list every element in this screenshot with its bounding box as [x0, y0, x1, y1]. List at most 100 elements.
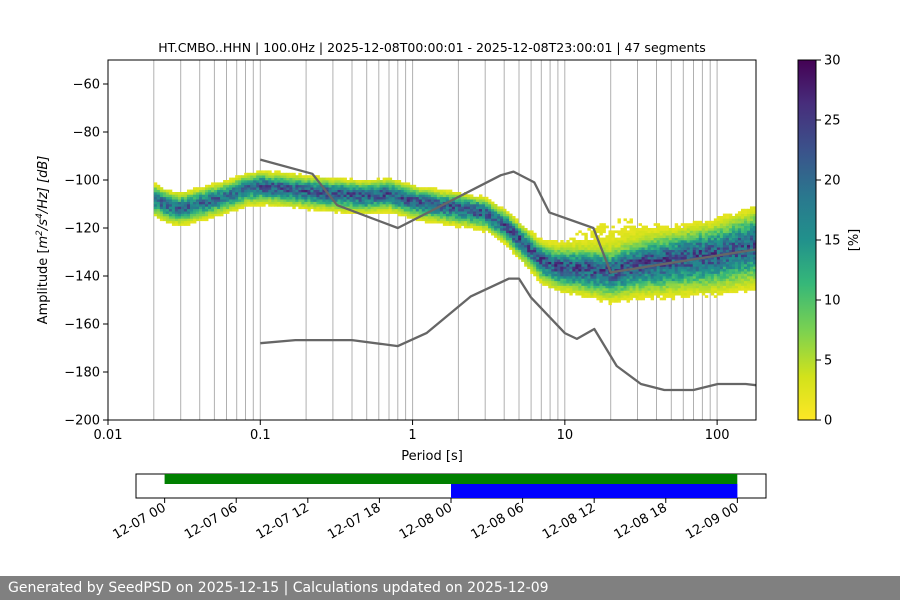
- heatmap-cell: [560, 276, 564, 279]
- heatmap-cell: [587, 249, 591, 253]
- heatmap-cell: [301, 182, 305, 186]
- heatmap-cell: [331, 196, 335, 200]
- heatmap-cell: [611, 295, 615, 298]
- heatmap-cell: [650, 254, 655, 258]
- heatmap-cell: [451, 194, 456, 198]
- heatmap-cell: [497, 216, 501, 219]
- heatmap-cell: [301, 175, 305, 178]
- heatmap-cell: [686, 290, 691, 294]
- heatmap-cell: [424, 189, 429, 193]
- heatmap-cell: [485, 201, 489, 205]
- y-tick-label: −80: [73, 126, 100, 141]
- heatmap-cell: [298, 194, 302, 198]
- heatmap-cell: [370, 206, 375, 210]
- heatmap-cell: [632, 254, 636, 258]
- heatmap-cell: [593, 266, 597, 270]
- heatmap-cell: [406, 216, 411, 219]
- heatmap-cell: [716, 276, 721, 279]
- heatmap-cell: [394, 206, 399, 210]
- heatmap-cell: [725, 288, 730, 291]
- heatmap-cell: [548, 240, 552, 243]
- heatmap-cell: [337, 194, 341, 198]
- heatmap-cell: [214, 182, 218, 186]
- heatmap-cell: [343, 189, 347, 193]
- heatmap-cell: [722, 242, 727, 246]
- heatmap-cell: [289, 199, 293, 202]
- heatmap-cell: [340, 194, 344, 198]
- heatmap-cell: [376, 208, 381, 212]
- heatmap-cell: [662, 252, 667, 255]
- heatmap-cell: [472, 220, 477, 224]
- heatmap-cell: [623, 225, 627, 229]
- heatmap-cell: [280, 192, 284, 195]
- heatmap-cell: [220, 201, 224, 205]
- heatmap-cell: [394, 180, 399, 183]
- heatmap-cell: [328, 177, 332, 181]
- heatmap-cell: [220, 208, 224, 212]
- new-low-noise-model-line: [260, 277, 756, 392]
- heatmap-cell: [641, 244, 645, 248]
- heatmap-cell: [614, 230, 618, 234]
- heatmap-cell: [641, 297, 645, 301]
- heatmap-cell: [713, 261, 718, 265]
- heatmap-cell: [581, 247, 585, 250]
- heatmap-cell: [647, 235, 652, 238]
- heatmap-cell: [370, 182, 375, 186]
- heatmap-cell: [316, 201, 320, 205]
- heatmap-cell: [632, 247, 636, 250]
- heatmap-cell: [644, 271, 649, 274]
- heatmap-cell: [632, 244, 636, 248]
- heatmap-cell: [623, 249, 627, 253]
- heatmap-cell: [623, 295, 627, 298]
- heatmap-cell: [503, 225, 507, 229]
- heatmap-cell: [427, 192, 432, 195]
- heatmap-cell: [548, 268, 552, 272]
- heatmap-cell: [716, 290, 721, 294]
- heatmap-cell: [457, 220, 462, 224]
- heatmap-cell: [662, 288, 667, 291]
- heatmap-cell: [391, 208, 396, 212]
- heatmap-cell: [400, 199, 405, 202]
- heatmap-cell: [608, 297, 612, 301]
- heatmap-cell: [162, 199, 167, 202]
- heatmap-cell: [385, 189, 390, 193]
- colorbar: [797, 59, 817, 421]
- heatmap-cell: [466, 213, 471, 217]
- heatmap-cell: [638, 273, 642, 277]
- heatmap-cell: [719, 230, 724, 234]
- heatmap-cell: [710, 237, 715, 241]
- heatmap-cell: [202, 208, 206, 212]
- heatmap-cell: [752, 249, 756, 253]
- heatmap-cell: [503, 235, 507, 238]
- heatmap-cell: [391, 196, 396, 200]
- heatmap-cell: [430, 218, 435, 222]
- heatmap-cell: [548, 254, 552, 258]
- heatmap-cell: [566, 290, 570, 294]
- heatmap-cell: [599, 240, 603, 243]
- heatmap-cell: [704, 271, 709, 274]
- heatmap-cell: [491, 211, 495, 214]
- colorbar-tick-label: 5: [824, 354, 832, 369]
- heatmap-cell: [653, 261, 658, 265]
- heatmap-cell: [406, 196, 411, 200]
- heatmap-cell: [710, 235, 715, 238]
- heatmap-cell: [214, 213, 218, 217]
- heatmap-cell: [418, 206, 423, 210]
- heatmap-cell: [668, 232, 673, 236]
- heatmap-cell: [442, 208, 447, 212]
- heatmap-cell: [620, 228, 624, 231]
- heatmap-cell: [599, 264, 603, 267]
- heatmap-cell: [647, 271, 652, 274]
- heatmap-cell: [722, 220, 727, 224]
- heatmap-cell: [479, 220, 483, 224]
- heatmap-cell: [680, 240, 685, 243]
- heatmap-cell: [442, 213, 447, 217]
- heatmap-cell: [701, 271, 706, 274]
- heatmap-cell: [307, 206, 311, 210]
- heatmap-cell: [749, 220, 754, 224]
- heatmap-cell: [686, 271, 691, 274]
- heatmap-cell: [602, 223, 606, 226]
- heatmap-cell: [262, 187, 266, 190]
- heatmap-cell: [536, 256, 540, 260]
- heatmap-cell: [307, 182, 311, 186]
